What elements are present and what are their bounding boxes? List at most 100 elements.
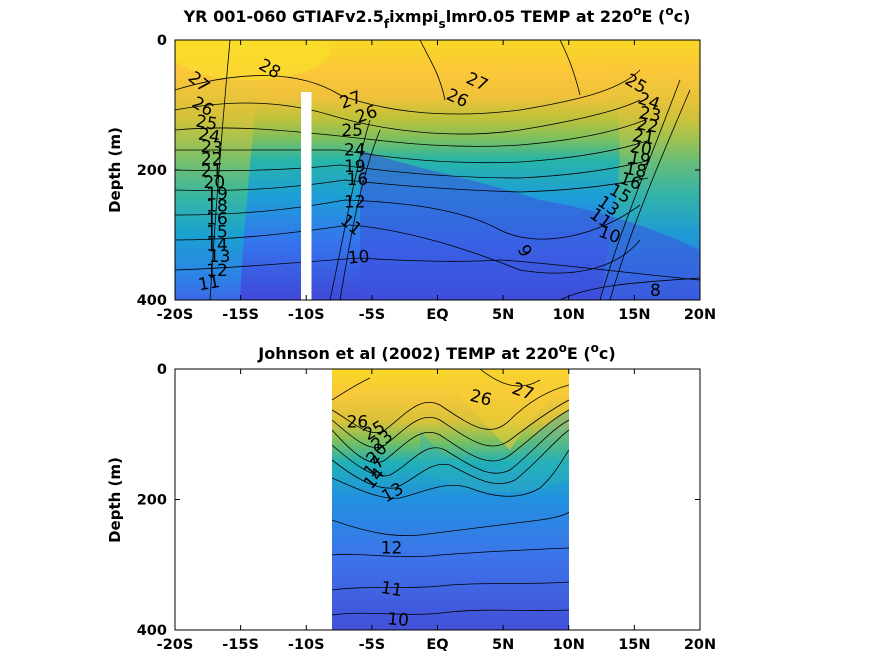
contour-line bbox=[332, 384, 569, 434]
contour-line bbox=[209, 40, 231, 300]
contour-line bbox=[332, 409, 569, 463]
contour-label: 22 bbox=[201, 150, 223, 170]
contour-line bbox=[332, 429, 569, 489]
x-tick-label: 10N bbox=[553, 307, 585, 323]
contour-line bbox=[332, 547, 569, 558]
y-axis: 0 200 400 bbox=[137, 33, 700, 309]
x-tick-label: -5S bbox=[359, 637, 386, 653]
x-tick-label: 15N bbox=[618, 307, 650, 323]
x-tick-label: -20S bbox=[157, 637, 194, 653]
contour-line bbox=[559, 40, 581, 96]
contour-label: 26 bbox=[347, 413, 369, 433]
contour-label: 11 bbox=[379, 578, 404, 601]
panel-observed: Johnson et al (2002) TEMP at 220oE (oc) bbox=[106, 341, 716, 653]
temperature-field bbox=[332, 369, 569, 630]
y-tick-label: 400 bbox=[137, 623, 167, 639]
contour-line bbox=[332, 449, 569, 499]
contour-line bbox=[175, 224, 641, 274]
warm-pool bbox=[175, 40, 330, 80]
y-tick-label: 0 bbox=[157, 362, 167, 378]
contour-lines bbox=[332, 369, 569, 616]
contour-label: 14 bbox=[206, 235, 228, 255]
contour-line bbox=[609, 89, 691, 300]
contour-label: 13 bbox=[209, 247, 231, 267]
contour-line bbox=[175, 119, 646, 147]
contour-line bbox=[559, 277, 700, 300]
contour-label: 10 bbox=[386, 609, 409, 631]
contour-line bbox=[332, 581, 569, 591]
contour-label: 20 bbox=[629, 137, 654, 160]
contour-label: 22 bbox=[635, 114, 660, 137]
x-tick-label: -10S bbox=[288, 637, 325, 653]
contour-label: 12 bbox=[381, 538, 403, 558]
contour-line bbox=[175, 177, 649, 193]
y-axis-label: Depth (m) bbox=[106, 457, 124, 543]
x-axis: -20S -15S -10S -5S EQ 5N 10N 15N 20N bbox=[157, 40, 716, 323]
contour-line bbox=[332, 399, 569, 449]
contour-lines bbox=[175, 40, 700, 300]
contour-line bbox=[332, 609, 569, 616]
y-tick-label: 200 bbox=[137, 163, 167, 179]
y-tick-label: 200 bbox=[137, 493, 167, 509]
y-tick-label: 400 bbox=[137, 293, 167, 309]
contour-line bbox=[339, 129, 381, 300]
contour-line bbox=[332, 377, 371, 401]
contour-line bbox=[175, 159, 651, 179]
y-axis-label: Depth (m) bbox=[106, 127, 124, 213]
panel-title: YR 001-060 GTIAFv2.5fixmpislmr0.05 TEMP … bbox=[183, 4, 691, 31]
contour-label: 16 bbox=[206, 209, 228, 229]
panel-model: YR 001-060 GTIAFv2.5fixmpislmr0.05 TEMP … bbox=[106, 4, 716, 323]
contour-line bbox=[599, 79, 681, 300]
x-tick-label: EQ bbox=[426, 637, 448, 653]
deep-cold-region bbox=[360, 150, 700, 300]
contour-label: 21 bbox=[631, 126, 656, 149]
contour-label: 23 bbox=[638, 103, 663, 126]
y-tick-label: 0 bbox=[157, 33, 167, 49]
x-tick-label: 20N bbox=[684, 307, 716, 323]
temperature-field bbox=[175, 40, 700, 300]
contour-label: 18 bbox=[206, 196, 228, 216]
contour-line bbox=[329, 119, 371, 300]
x-tick-label: -20S bbox=[157, 307, 194, 323]
x-tick-label: -10S bbox=[288, 307, 325, 323]
x-tick-label: EQ bbox=[426, 307, 448, 323]
contour-line bbox=[332, 419, 569, 477]
contour-line bbox=[479, 369, 541, 387]
thermocline-region bbox=[420, 410, 569, 493]
x-tick-label: -15S bbox=[222, 307, 259, 323]
panel-title: Johnson et al (2002) TEMP at 220oE (oc) bbox=[257, 341, 615, 363]
contour-label: 10 bbox=[347, 247, 370, 269]
contour-line bbox=[419, 40, 446, 101]
field-south-region bbox=[175, 40, 262, 300]
contour-line bbox=[175, 199, 641, 240]
contour-line bbox=[175, 257, 700, 281]
contour-label: 25 bbox=[194, 111, 219, 134]
warm-region bbox=[440, 369, 569, 450]
x-tick-label: 15N bbox=[618, 637, 650, 653]
contour-label: 24 bbox=[197, 124, 222, 147]
contour-line bbox=[175, 69, 641, 115]
contour-line bbox=[175, 99, 641, 135]
x-tick-label: 5N bbox=[492, 637, 514, 653]
contour-label: 19 bbox=[206, 185, 228, 205]
contour-label: 18 bbox=[623, 159, 648, 182]
contour-label: 20 bbox=[204, 173, 226, 193]
x-tick-label: 20N bbox=[684, 637, 716, 653]
contour-label: 15 bbox=[206, 222, 228, 242]
x-tick-label: -15S bbox=[222, 637, 259, 653]
contour-label: 25 bbox=[341, 121, 363, 141]
contour-label: 23 bbox=[200, 137, 223, 159]
contour-label: 12 bbox=[344, 193, 366, 213]
contour-label: 21 bbox=[201, 161, 223, 181]
contour-line bbox=[332, 511, 569, 536]
x-tick-label: -5S bbox=[359, 307, 386, 323]
missing-data-gap bbox=[301, 92, 312, 300]
contour-line bbox=[175, 139, 651, 164]
x-tick-label: 5N bbox=[492, 307, 514, 323]
contour-label: 11 bbox=[197, 272, 222, 295]
contour-label: 16 bbox=[347, 170, 369, 190]
x-axis: -20S -15S -10S -5S EQ 5N 10N 15N 20N bbox=[157, 369, 716, 653]
gap-bar bbox=[301, 92, 312, 300]
